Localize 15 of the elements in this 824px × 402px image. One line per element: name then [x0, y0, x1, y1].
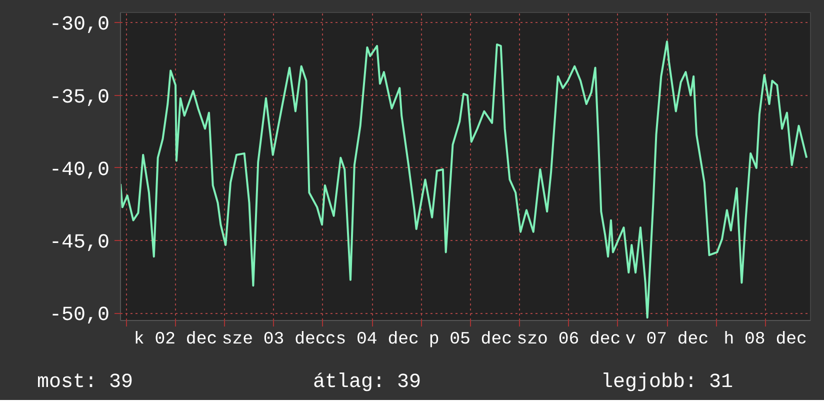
x-tick-label: szo 06 dec	[516, 330, 621, 350]
x-tick-label: k 02 dec	[134, 330, 218, 350]
y-tick-label: -30,0	[49, 14, 110, 37]
y-tick-label: -40,0	[49, 158, 110, 182]
x-tick-label: sze 03 dec	[222, 330, 326, 350]
y-tick-label: -50,0	[49, 304, 110, 328]
y-tick-label: -35,0	[49, 86, 110, 110]
text: most: 39	[37, 370, 134, 396]
text: átlag: 39	[312, 370, 421, 396]
x-tick-label: cs 04 dec	[325, 330, 419, 350]
x-tick-label: v 07 dec	[625, 330, 709, 350]
x-tick-label: p 05 dec	[428, 330, 512, 350]
y-tick-label: -45,0	[49, 232, 110, 255]
x-tick-label: h 08 dec	[724, 330, 807, 350]
text: legjobb: 31	[600, 370, 733, 396]
